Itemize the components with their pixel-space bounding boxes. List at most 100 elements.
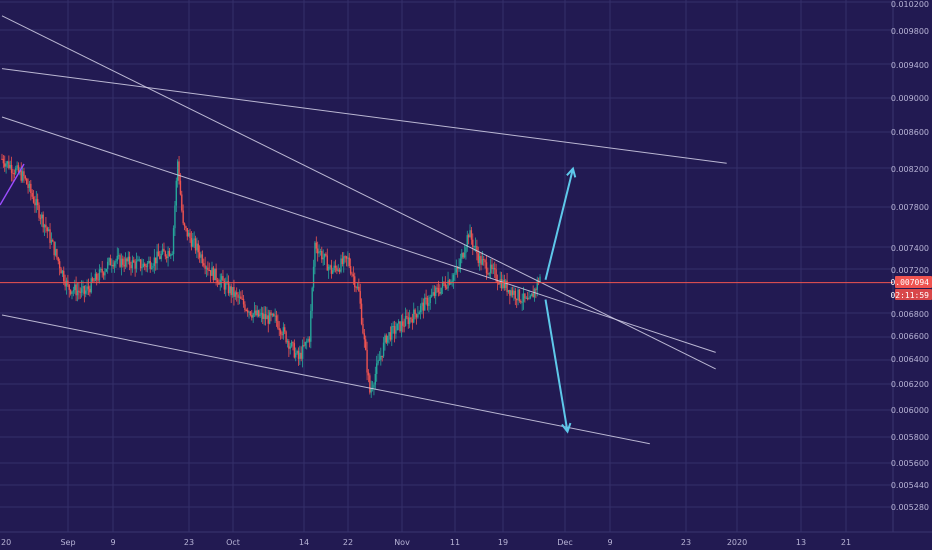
candle <box>319 248 322 256</box>
last-price-tag <box>895 276 932 288</box>
trendline-2[interactable] <box>1 15 716 370</box>
candle <box>220 273 223 288</box>
candle <box>488 272 490 277</box>
candle <box>215 263 217 286</box>
candle <box>314 241 316 275</box>
candle <box>292 341 294 351</box>
trendline-1[interactable] <box>1 68 727 164</box>
trendline-3[interactable] <box>1 116 716 353</box>
candle <box>359 283 361 309</box>
candle <box>279 328 282 340</box>
candle <box>20 162 22 183</box>
candle <box>139 259 142 272</box>
candle <box>153 249 156 274</box>
candle <box>101 260 103 278</box>
candle <box>227 275 230 296</box>
candle <box>6 160 9 168</box>
candle <box>285 330 287 344</box>
candle <box>264 306 267 326</box>
trendline-4[interactable] <box>1 314 650 445</box>
x-tick-label: 13 <box>796 538 806 547</box>
candle <box>218 278 220 285</box>
candle <box>347 251 349 267</box>
x-tick-label: 23 <box>184 538 194 547</box>
candle <box>112 260 114 269</box>
candle <box>186 228 188 241</box>
x-tick-label: 14 <box>299 538 309 547</box>
candle <box>454 265 456 282</box>
candle <box>300 346 302 362</box>
candle <box>39 214 42 225</box>
candle <box>517 288 519 306</box>
candle <box>192 233 194 248</box>
candle <box>105 268 108 273</box>
candle <box>402 313 404 333</box>
candle <box>31 189 33 200</box>
candle <box>450 279 452 285</box>
candle <box>360 298 363 326</box>
candle <box>167 246 169 267</box>
candle <box>75 276 77 302</box>
candle <box>76 282 79 302</box>
candle <box>68 283 70 298</box>
y-tick-label: 0.007800 <box>891 203 929 212</box>
candle <box>467 233 470 245</box>
candle <box>86 279 88 296</box>
candle <box>208 262 210 272</box>
candle <box>240 291 242 300</box>
candle <box>424 293 426 311</box>
arrow-up[interactable] <box>544 166 577 281</box>
candle <box>131 255 134 273</box>
candle <box>536 276 538 297</box>
candle <box>61 269 64 277</box>
candle <box>163 242 165 252</box>
candle <box>253 302 256 318</box>
candle <box>476 239 478 261</box>
y-tick-label: 0.006000 <box>891 406 929 415</box>
x-tick-label: 9 <box>110 538 115 547</box>
candle <box>452 273 455 289</box>
candle <box>466 230 468 252</box>
candle <box>45 217 47 233</box>
y-tick-label: 0.006600 <box>891 332 929 341</box>
candle <box>128 251 131 271</box>
candle <box>41 212 43 227</box>
x-axis-panel[interactable] <box>0 532 932 550</box>
candle <box>97 273 99 283</box>
candle <box>518 289 521 303</box>
candle <box>522 286 525 310</box>
y-tick-label: 0.005600 <box>891 459 929 468</box>
x-tick-label: 20 <box>1 538 11 547</box>
candle <box>528 290 530 300</box>
y-axis-panel[interactable] <box>893 0 932 532</box>
y-tick-label: 0.010200 <box>891 0 929 9</box>
candle <box>106 257 109 274</box>
candle <box>473 245 475 251</box>
arrow-down[interactable] <box>544 299 572 434</box>
candle <box>104 268 106 280</box>
candle <box>201 250 204 267</box>
drawings[interactable] <box>0 15 727 445</box>
candle <box>50 232 53 245</box>
candle <box>230 283 232 304</box>
candle <box>494 261 496 278</box>
candle <box>441 276 444 294</box>
candle <box>12 169 14 182</box>
candle <box>223 278 226 295</box>
candle <box>520 299 522 305</box>
candle <box>439 284 441 296</box>
candle <box>334 259 337 273</box>
candle <box>525 296 527 299</box>
wedge-line[interactable] <box>0 163 25 206</box>
x-tick-label: 21 <box>841 538 851 547</box>
candle <box>9 160 11 170</box>
candle <box>89 285 91 297</box>
candle <box>430 288 433 298</box>
candle <box>134 258 136 277</box>
candle <box>509 289 511 305</box>
candle <box>71 291 73 300</box>
candle <box>333 261 335 273</box>
candle <box>34 195 36 213</box>
